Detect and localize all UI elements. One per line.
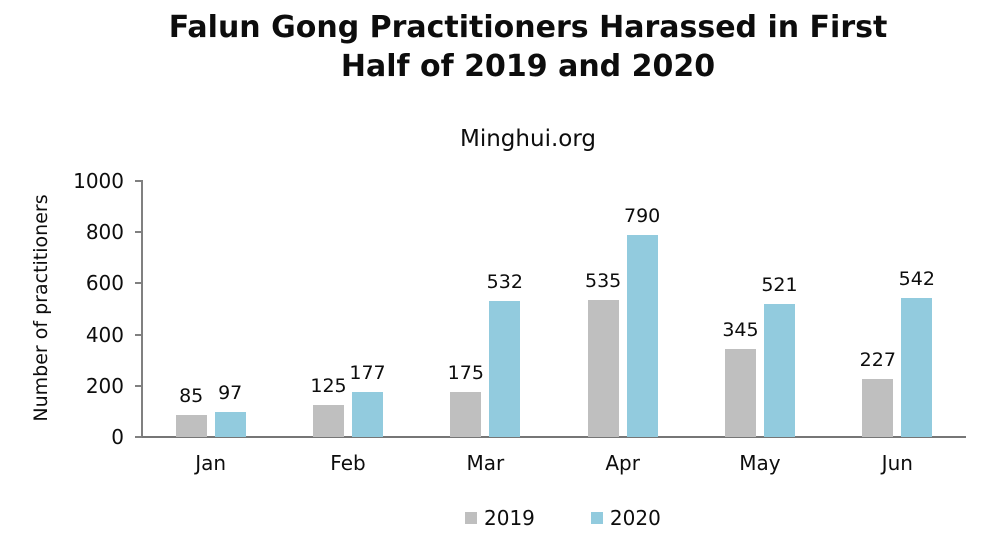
bar-2019-may: 345 bbox=[722, 320, 759, 437]
bar-2020-apr: 790 bbox=[624, 206, 660, 437]
y-tick-label-200: 200 bbox=[85, 373, 124, 398]
bar-group-jun: 227 542 bbox=[829, 181, 966, 437]
legend-label-2019: 2019 bbox=[484, 506, 535, 530]
y-tick-label-800: 800 bbox=[85, 220, 124, 245]
y-tick-label-400: 400 bbox=[85, 322, 124, 347]
y-tick-mark-0 bbox=[135, 436, 142, 438]
bar-2019-mar: 175 bbox=[448, 363, 484, 437]
bar-2019-apr: 535 bbox=[585, 271, 621, 437]
bar-group-mar: 175 532 bbox=[417, 181, 554, 437]
data-label-2020-may: 521 bbox=[761, 274, 798, 296]
x-label-mar: Mar bbox=[466, 451, 505, 475]
y-axis-line bbox=[141, 180, 143, 437]
data-label-2019-feb: 125 bbox=[310, 375, 347, 397]
y-tick-label-600: 600 bbox=[85, 271, 124, 296]
y-tick-label-0: 0 bbox=[111, 425, 124, 449]
data-label-2020-jun: 542 bbox=[898, 268, 935, 290]
data-label-2020-jan: 97 bbox=[218, 382, 243, 404]
plot-area: 85 97 125 177 175 532 535 790 345 521 227 542 bbox=[142, 181, 966, 437]
data-label-2019-may: 345 bbox=[722, 319, 759, 341]
chart-title: Falun Gong Practitioners Harassed in Fir… bbox=[56, 8, 1000, 86]
data-label-2020-mar: 532 bbox=[486, 271, 523, 293]
y-axis-title: Number of practitioners bbox=[30, 194, 52, 422]
bar-2019-feb: 125 bbox=[310, 376, 347, 437]
chart-subtitle: Minghui.org bbox=[460, 126, 596, 152]
data-label-2020-apr: 790 bbox=[624, 205, 661, 227]
bar-2019-jun: 227 bbox=[860, 350, 896, 437]
x-axis-line bbox=[135, 436, 966, 438]
y-tick-mark-1000 bbox=[135, 180, 142, 182]
bar-2020-mar: 532 bbox=[487, 272, 523, 437]
legend-swatch-2019 bbox=[465, 512, 477, 524]
bar-group-feb: 125 177 bbox=[279, 181, 416, 437]
y-tick-label-1000: 1000 bbox=[73, 169, 124, 193]
chart-title-line2: Half of 2019 and 2020 bbox=[340, 49, 716, 84]
x-label-feb: Feb bbox=[330, 451, 366, 475]
bar-group-jan: 85 97 bbox=[142, 181, 279, 437]
x-label-jan: Jan bbox=[195, 451, 227, 475]
data-label-2020-feb: 177 bbox=[349, 362, 386, 384]
x-axis-labels: Jan Feb Mar Apr May Jun bbox=[142, 451, 966, 475]
data-label-2019-apr: 535 bbox=[585, 270, 622, 292]
legend-item-2019: 2019 bbox=[465, 506, 535, 530]
x-label-may: May bbox=[739, 451, 781, 475]
bar-2019-jan: 85 bbox=[175, 386, 207, 437]
legend-swatch-2020 bbox=[590, 512, 603, 524]
y-tick-mark-200 bbox=[135, 384, 142, 387]
bar-2020-jun: 542 bbox=[899, 269, 935, 437]
x-label-apr: Apr bbox=[605, 451, 640, 475]
x-label-jun: Jun bbox=[881, 451, 913, 475]
bar-2020-feb: 177 bbox=[349, 363, 386, 437]
y-tick-mark-600 bbox=[135, 282, 142, 285]
legend: 2019 2020 bbox=[465, 506, 661, 530]
y-tick-mark-800 bbox=[135, 231, 142, 234]
bar-2020-jan: 97 bbox=[214, 383, 246, 437]
chart-title-line1: Falun Gong Practitioners Harassed in Fir… bbox=[168, 10, 888, 45]
data-label-2019-mar: 175 bbox=[447, 362, 484, 384]
bar-group-may: 345 521 bbox=[691, 181, 828, 437]
legend-label-2020: 2020 bbox=[609, 506, 661, 530]
legend-item-2020: 2020 bbox=[590, 506, 661, 530]
data-label-2019-jun: 227 bbox=[859, 349, 896, 371]
data-label-2019-jan: 85 bbox=[179, 385, 204, 407]
y-tick-mark-400 bbox=[135, 333, 142, 336]
bar-2020-may: 521 bbox=[761, 275, 798, 437]
bar-group-apr: 535 790 bbox=[554, 181, 691, 437]
